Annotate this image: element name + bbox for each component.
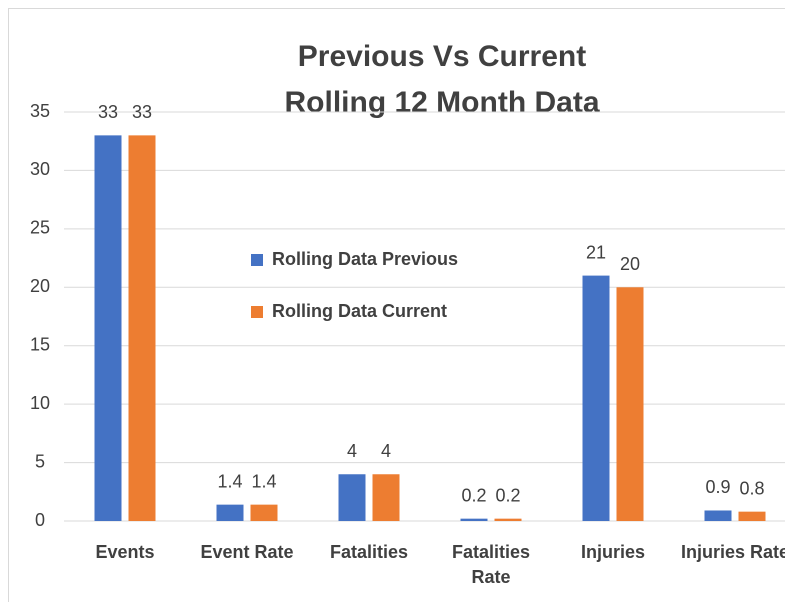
x-tick-label: Fatalities [329, 542, 409, 562]
chart-title: Previous Vs Current [298, 40, 586, 73]
bar [616, 287, 644, 521]
data-label: 0.2 [461, 485, 486, 505]
bar [460, 518, 488, 521]
bar [128, 135, 156, 521]
y-tick-label: 5 [35, 451, 45, 471]
bar [94, 135, 122, 521]
bar [704, 510, 732, 521]
y-tick-label: 0 [35, 510, 45, 530]
bar [372, 474, 400, 521]
data-label: 33 [132, 102, 152, 122]
bar [494, 518, 522, 521]
data-label: 0.8 [739, 478, 764, 498]
y-tick-label: 20 [30, 276, 50, 296]
chart-title: Rolling 12 Month Data [285, 86, 600, 119]
x-tick-label: Event Rate [200, 542, 294, 562]
bar [738, 511, 766, 521]
bar [338, 474, 366, 521]
x-tick-label: Injuries [580, 542, 646, 562]
legend-label: Rolling Data Current [272, 301, 447, 321]
legend-label: Rolling Data Previous [272, 249, 458, 269]
y-tick-label: 15 [30, 334, 50, 354]
bar [582, 275, 610, 521]
data-label: 4 [347, 441, 357, 461]
x-tick-label: Fatalities Rate [451, 542, 531, 587]
data-label: 1.4 [251, 471, 276, 491]
data-label: 4 [381, 441, 391, 461]
y-tick-label: 30 [30, 159, 50, 179]
bar [250, 504, 278, 521]
data-label: 21 [586, 242, 606, 262]
data-label: 33 [98, 102, 118, 122]
bar [216, 504, 244, 521]
y-tick-label: 35 [30, 101, 50, 121]
legend-swatch [251, 306, 263, 318]
x-tick-label: Events [95, 542, 155, 562]
data-label: 0.9 [705, 477, 730, 497]
y-tick-label: 10 [30, 393, 50, 413]
data-label: 20 [620, 254, 640, 274]
y-tick-label: 25 [30, 218, 50, 238]
chart-border [8, 8, 785, 602]
data-label: 0.2 [495, 485, 520, 505]
legend-swatch [251, 254, 263, 266]
data-label: 1.4 [217, 471, 242, 491]
x-tick-label: Injuries Rate [680, 542, 785, 562]
